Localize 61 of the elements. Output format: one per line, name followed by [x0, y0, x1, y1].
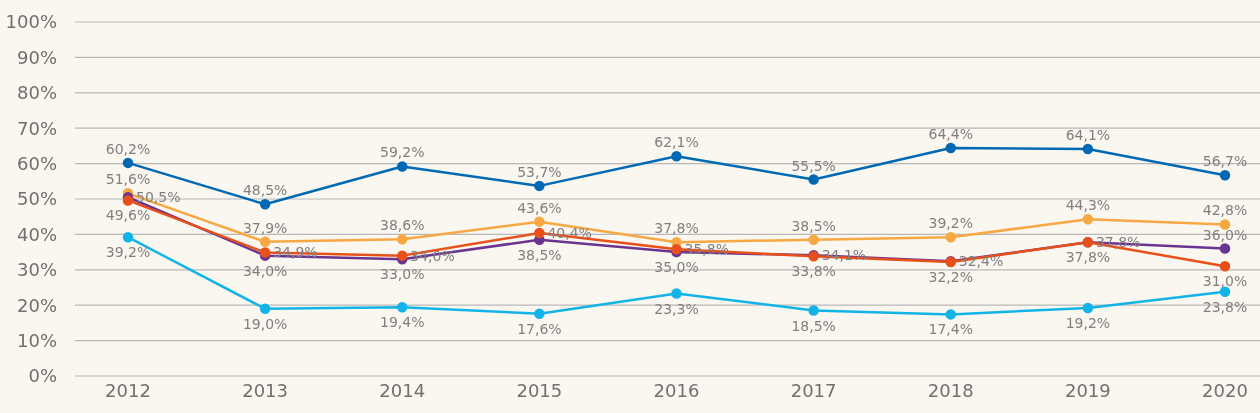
data-label: 19,2%	[1065, 315, 1111, 332]
data-label: 34,9%	[273, 244, 318, 261]
data-label: 42,8%	[1202, 202, 1248, 219]
data-label: 59,2%	[380, 144, 425, 161]
data-label: 34,0%	[242, 262, 288, 279]
data-label: 60,2%	[105, 140, 151, 157]
y-tick-label: 20%	[16, 294, 57, 316]
data-label: 38,5%	[517, 246, 562, 263]
data-label: 31,0%	[1202, 273, 1248, 290]
data-label: 32,4%	[958, 253, 1004, 270]
data-label: 36,0%	[1202, 226, 1248, 243]
data-label: 64,4%	[928, 126, 973, 143]
data-label: 38,5%	[791, 217, 836, 234]
data-label: 43,6%	[517, 199, 562, 216]
x-tick-label: 2014	[379, 379, 426, 401]
x-tick-label: 2020	[1202, 379, 1248, 401]
x-tick-label: 2018	[927, 379, 974, 401]
y-tick-label: 70%	[16, 117, 57, 139]
x-tick-label: 2017	[790, 379, 837, 401]
data-label: 37,8%	[654, 220, 699, 237]
data-label: 32,2%	[928, 269, 973, 286]
data-label: 17,6%	[517, 320, 562, 337]
data-label: 38,6%	[380, 217, 425, 234]
data-label: 55,5%	[791, 157, 836, 174]
y-tick-label: 0%	[28, 365, 57, 387]
data-label: 62,1%	[654, 134, 699, 151]
data-label: 33,0%	[380, 266, 425, 283]
data-label: 37,9%	[242, 219, 288, 236]
x-tick-label: 2015	[516, 379, 563, 401]
data-label: 23,3%	[654, 300, 699, 317]
x-tick-label: 2019	[1064, 379, 1111, 401]
data-label: 64,1%	[1065, 127, 1111, 144]
data-label: 39,2%	[928, 215, 973, 232]
data-label: 19,4%	[380, 314, 425, 331]
y-tick-label: 50%	[16, 188, 57, 210]
y-tick-label: 90%	[16, 46, 57, 68]
x-tick-label: 2013	[242, 379, 289, 401]
data-label: 19,0%	[242, 315, 288, 332]
x-tick-label: 2016	[653, 379, 700, 401]
y-tick-label: 100%	[5, 11, 57, 33]
data-label: 53,7%	[517, 163, 562, 180]
data-label: 18,5%	[791, 317, 836, 334]
y-tick-label: 30%	[16, 259, 57, 281]
data-label: 23,8%	[1202, 298, 1248, 315]
data-label: 35,8%	[684, 241, 729, 258]
data-label: 35,0%	[654, 259, 699, 276]
y-tick-label: 40%	[16, 223, 57, 245]
y-tick-label: 10%	[16, 329, 57, 351]
data-label: 33,8%	[791, 263, 836, 280]
data-label: 49,6%	[105, 207, 151, 224]
data-label: 51,6%	[105, 171, 151, 188]
data-label: 37,8%	[1065, 249, 1111, 266]
data-label: 50,5%	[136, 189, 181, 206]
data-label: 56,7%	[1202, 153, 1248, 170]
y-tick-label: 80%	[16, 82, 57, 104]
x-tick-label: 2012	[105, 379, 151, 401]
data-label: 48,5%	[242, 182, 288, 199]
data-label: 44,3%	[1065, 197, 1111, 214]
data-label: 39,2%	[105, 244, 151, 261]
data-label: 17,4%	[928, 321, 973, 338]
y-tick-label: 60%	[16, 152, 57, 174]
